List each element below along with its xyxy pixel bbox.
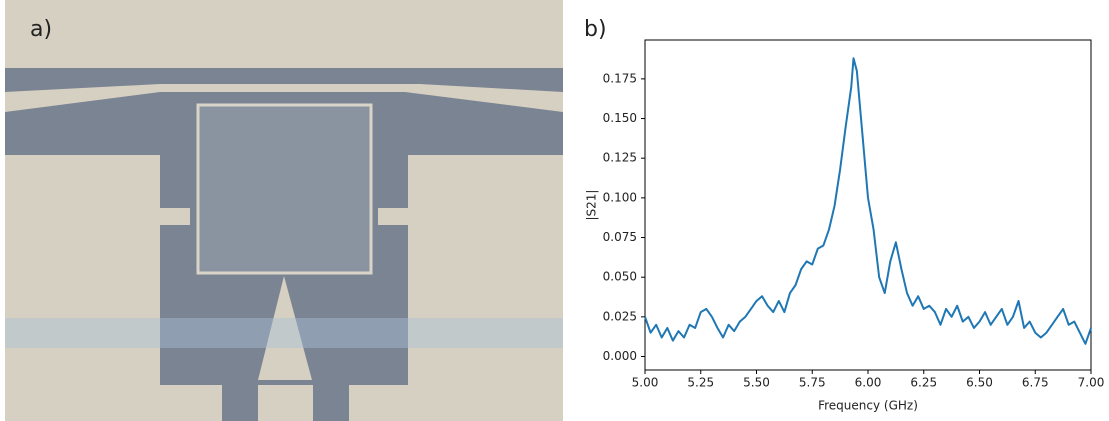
y-tick-label: 0.100 (603, 190, 637, 204)
x-axis-label: Frequency (GHz) (818, 399, 918, 413)
x-tick-label: 6.25 (910, 376, 937, 390)
x-tick-label: 6.50 (966, 376, 993, 390)
data-line (644, 57, 1092, 345)
y-tick-label: 0.050 (603, 270, 637, 284)
x-tick-label: 7.00 (1078, 376, 1105, 390)
x-tick-label: 6.75 (1022, 376, 1049, 390)
y-tick-label: 0.125 (603, 151, 637, 165)
x-tick-label: 5.25 (687, 376, 714, 390)
x-tick-label: 5.75 (799, 376, 826, 390)
plot-frame (644, 39, 1092, 371)
panel-label: b) (584, 17, 607, 42)
y-tick-label: 0.075 (603, 230, 637, 244)
y-tick-label: 0.000 (603, 349, 637, 363)
y-tick-label: 0.025 (603, 309, 637, 323)
y-tick-label: 0.175 (603, 71, 637, 85)
x-tick-label: 6.00 (855, 376, 882, 390)
y-axis-label: |S21| (585, 190, 599, 221)
y-tick-label: 0.150 (603, 111, 637, 125)
panel-label: a) (30, 17, 52, 42)
micrograph (5, 0, 563, 421)
x-tick-label: 5.00 (632, 376, 659, 390)
x-tick-label: 5.50 (743, 376, 770, 390)
